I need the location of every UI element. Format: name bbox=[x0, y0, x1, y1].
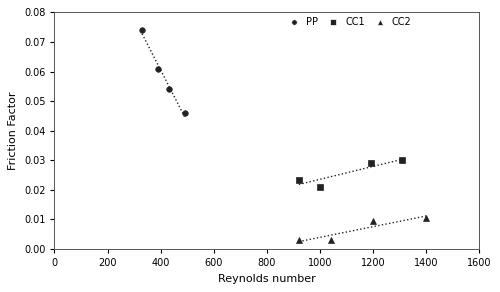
Legend: PP, CC1, CC2: PP, CC1, CC2 bbox=[284, 17, 412, 27]
X-axis label: Reynolds number: Reynolds number bbox=[218, 274, 316, 284]
Y-axis label: Friction Factor: Friction Factor bbox=[8, 91, 18, 170]
